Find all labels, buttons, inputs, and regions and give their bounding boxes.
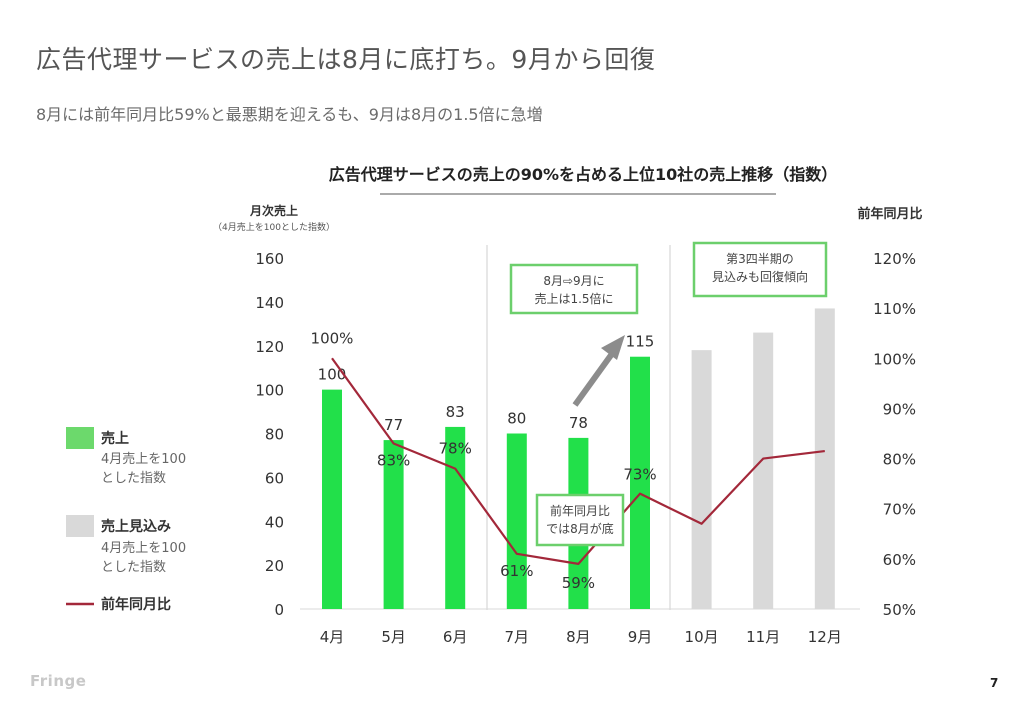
annotation-yoy-bottom [535,493,625,547]
bar-actual [383,440,404,609]
line-data-label: 59% [562,574,595,592]
legend-label-forecast: 売上見込み [101,518,171,535]
bar-data-label: 83 [446,403,465,421]
y2-tick-label: 50% [883,601,916,619]
x-tick-label: 7月 [505,628,530,646]
y-tick-label: 0 [274,601,284,619]
x-tick-label: 4月 [320,628,345,646]
bar-actual [322,389,342,609]
legend-label-actual: 売上 [101,430,129,447]
bar-actual [506,433,527,609]
annotation-q3-outlook [692,241,828,298]
x-tick-label: 9月 [628,628,653,646]
annotation-sales-growth-line-1: 8月⇨9月に [543,274,604,288]
bar-forecast [814,308,835,609]
legend-desc-forecast-2: とした指数 [101,560,166,575]
x-tick-label: 10月 [685,628,719,646]
bar-actual [445,426,466,609]
y-tick-label: 60 [265,469,284,487]
y2-axis-title: 前年同月比 [857,206,922,222]
y2-tick-label: 100% [873,350,916,368]
annotation-q3-outlook-line-2: 見込みも回復傾向 [712,269,808,284]
x-tick-label: 5月 [381,628,406,646]
annotation-sales-growth-line-2: 売上は1.5倍に [534,291,613,306]
bar-data-label: 100 [318,366,347,384]
slide-subtitle: 8月には前年同月比59%と最悪期を迎えるも、9月は8月の1.5倍に急増 [36,105,543,124]
growth-arrow-head [601,335,625,360]
line-data-label: 61% [500,562,533,580]
y2-tick-label: 70% [883,501,916,519]
y-axis-title: 月次売上 [249,203,298,218]
annotation-yoy-bottom-line-2: では8月が底 [546,521,614,536]
line-data-label: 73% [623,466,656,484]
annotation-yoy-bottom-line-1: 前年同月比 [550,503,610,518]
x-tick-label: 12月 [808,628,842,646]
x-tick-label: 8月 [566,628,591,646]
y-tick-label: 160 [255,250,284,268]
bar-data-label: 77 [384,416,403,434]
y2-tick-label: 120% [873,250,916,268]
x-tick-label: 11月 [746,628,780,646]
line-data-label: 78% [439,440,472,458]
legend-desc-actual-1: 4月売上を100 [101,451,186,467]
legend-swatch-actual [66,427,94,449]
line-data-label: 100% [311,329,354,347]
legend-desc-actual-2: とした指数 [101,471,166,486]
bar-forecast [753,332,774,609]
y-tick-label: 120 [255,338,284,356]
y-axis-note: （4月売上を100とした指数） [213,221,335,233]
x-tick-label: 6月 [443,628,468,646]
y2-tick-label: 80% [883,451,916,469]
bar-actual [630,356,650,609]
page-number: 7 [990,676,999,690]
y-tick-label: 140 [255,294,284,312]
bar-forecast [691,350,712,609]
y2-tick-label: 90% [883,400,916,418]
legend-desc-forecast-1: 4月売上を100 [101,540,186,556]
legend-label-yoy: 前年同月比 [101,596,171,613]
line-data-label: 83% [377,452,410,470]
y-tick-label: 80 [265,426,284,444]
footer-logo: Fringe [30,672,87,690]
legend-swatch-forecast [66,515,94,537]
y-tick-label: 40 [265,513,284,531]
y-tick-label: 100 [255,382,284,400]
y2-tick-label: 110% [873,300,916,318]
growth-arrow-shaft [572,349,617,407]
y2-tick-label: 60% [883,551,916,569]
chart-title: 広告代理サービスの売上の90%を占める上位10社の売上推移（指数） [329,165,838,184]
line-yoy [331,357,825,565]
annotation-q3-outlook-line-1: 第3四半期の [726,252,794,266]
y-tick-label: 20 [265,557,284,575]
bar-data-label: 80 [507,410,526,428]
bar-data-label: 78 [569,414,588,432]
slide-title: 広告代理サービスの売上は8月に底打ち。9月から回復 [36,45,656,74]
bar-data-label: 115 [626,333,655,351]
annotation-sales-growth [509,263,639,315]
